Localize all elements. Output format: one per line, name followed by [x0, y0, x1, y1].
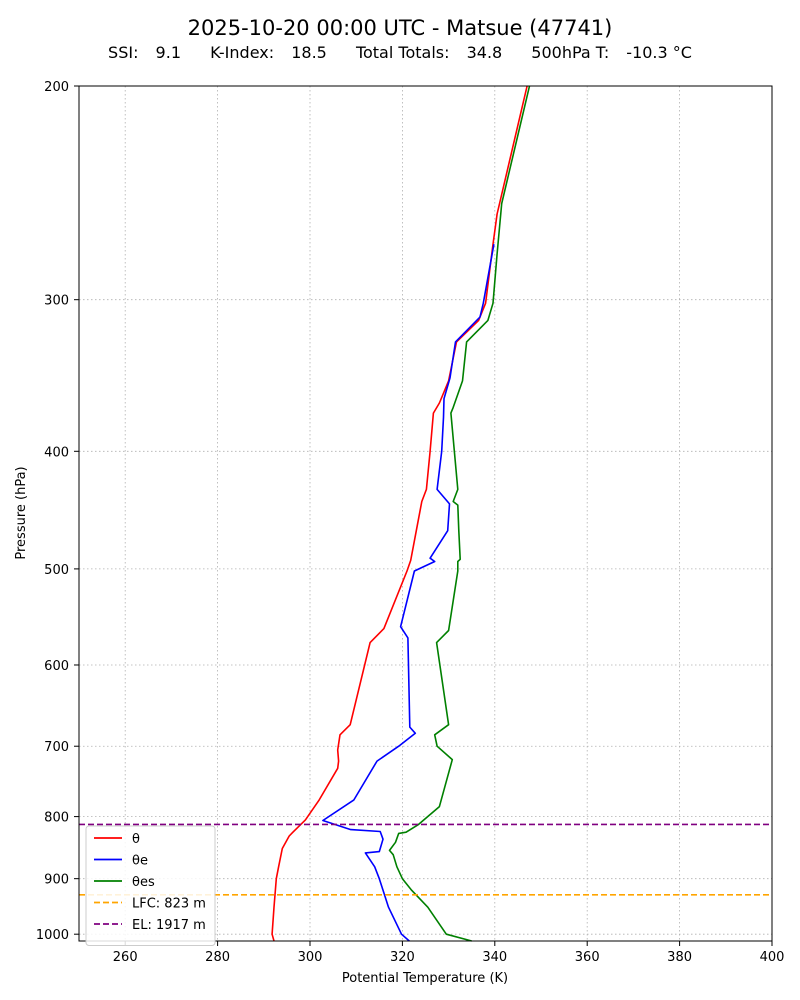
- x-tick-label: 340: [482, 950, 507, 965]
- legend-label: θ: [132, 832, 140, 847]
- legend-box: [85, 825, 216, 946]
- x-tick-label: 360: [575, 950, 600, 965]
- axis-ticks: 260 280 300 320 340 360 380 400 1000 900 800 700 600…: [36, 80, 785, 965]
- y-tick-label: 1000: [36, 928, 69, 943]
- legend-label: LFC: 823 m: [132, 897, 206, 912]
- level-lines: [79, 823, 772, 896]
- series-line-1: [322, 244, 495, 942]
- legend-label: θes: [132, 875, 155, 890]
- y-tick-label: 300: [44, 294, 69, 309]
- y-tick-label: 200: [44, 80, 69, 95]
- total-totals-index: Total Totals: 34.8: [355, 43, 503, 62]
- legend-label: θe: [132, 854, 148, 869]
- chart-subtitle: SSI: 9.1 K-Index: 18.5 Total Totals: 34.…: [0, 43, 800, 62]
- series-line-2: [388, 85, 531, 942]
- legend-label: EL: 1917 m: [132, 918, 206, 933]
- x-tick-label: 320: [390, 950, 415, 965]
- chart-title: 2025-10-20 00:00 UTC - Matsue (47741): [187, 16, 613, 40]
- x-tick-label: 300: [298, 950, 323, 965]
- x-tick-label: 380: [667, 950, 692, 965]
- x-tick-label: 280: [205, 950, 230, 965]
- k-index: K-Index: 18.5: [210, 43, 327, 62]
- ssi-index: SSI: 9.1: [108, 43, 181, 62]
- y-tick-label: 900: [44, 873, 69, 888]
- legend: θ θe θes LFC: 823 m EL: 1917 m: [85, 825, 216, 946]
- y-tick-label: 700: [44, 740, 69, 755]
- y-tick-label: 400: [44, 445, 69, 460]
- x-axis-label: Potential Temperature (K): [342, 971, 508, 986]
- y-axis-label: Pressure (hPa): [14, 466, 29, 559]
- plot-frame: [78, 85, 773, 942]
- series-group: [271, 85, 531, 942]
- y-tick-label: 800: [44, 811, 69, 826]
- y-tick-label: 500: [44, 563, 69, 578]
- x-tick-label: 400: [760, 950, 785, 965]
- grid: [79, 86, 772, 941]
- y-tick-label: 600: [44, 659, 69, 674]
- x-tick-label: 260: [113, 950, 138, 965]
- t500-index: 500hPa T: -10.3 °C: [531, 43, 692, 62]
